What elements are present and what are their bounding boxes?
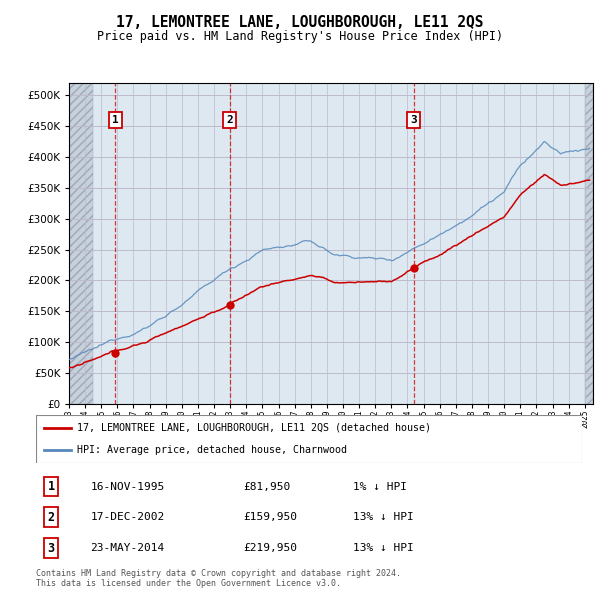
Text: £219,950: £219,950 — [244, 543, 298, 553]
Text: 17, LEMONTREE LANE, LOUGHBOROUGH, LE11 2QS: 17, LEMONTREE LANE, LOUGHBOROUGH, LE11 2… — [116, 15, 484, 30]
Text: HPI: Average price, detached house, Charnwood: HPI: Average price, detached house, Char… — [77, 445, 347, 455]
Text: 17-DEC-2002: 17-DEC-2002 — [91, 512, 165, 522]
Text: 2: 2 — [48, 511, 55, 524]
Text: Contains HM Land Registry data © Crown copyright and database right 2024.
This d: Contains HM Land Registry data © Crown c… — [36, 569, 401, 588]
Text: 3: 3 — [48, 542, 55, 555]
Text: 16-NOV-1995: 16-NOV-1995 — [91, 481, 165, 491]
Text: Price paid vs. HM Land Registry's House Price Index (HPI): Price paid vs. HM Land Registry's House … — [97, 30, 503, 43]
Text: 1: 1 — [112, 114, 119, 124]
Text: 2: 2 — [226, 114, 233, 124]
Text: 13% ↓ HPI: 13% ↓ HPI — [353, 512, 413, 522]
Text: £159,950: £159,950 — [244, 512, 298, 522]
Text: £81,950: £81,950 — [244, 481, 291, 491]
Text: 1% ↓ HPI: 1% ↓ HPI — [353, 481, 407, 491]
Text: 13% ↓ HPI: 13% ↓ HPI — [353, 543, 413, 553]
Text: 3: 3 — [410, 114, 417, 124]
FancyBboxPatch shape — [36, 415, 582, 463]
Text: 1: 1 — [48, 480, 55, 493]
Text: 23-MAY-2014: 23-MAY-2014 — [91, 543, 165, 553]
Text: 17, LEMONTREE LANE, LOUGHBOROUGH, LE11 2QS (detached house): 17, LEMONTREE LANE, LOUGHBOROUGH, LE11 2… — [77, 423, 431, 433]
